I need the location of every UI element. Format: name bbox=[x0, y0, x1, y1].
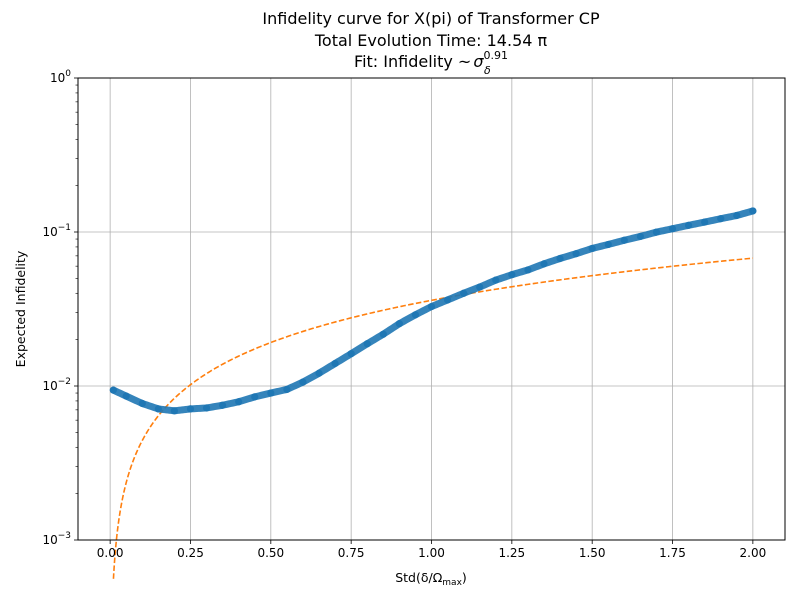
data-point bbox=[122, 392, 130, 400]
data-point bbox=[411, 311, 420, 319]
data-point bbox=[636, 232, 644, 241]
x-axis-label-close: ) bbox=[462, 570, 467, 585]
data-point bbox=[427, 302, 436, 311]
x-tick-label: 0.50 bbox=[257, 546, 284, 560]
x-tick-label: 1.25 bbox=[498, 546, 525, 560]
x-axis-label: Std(δ/Ωmax) bbox=[395, 570, 467, 588]
x-tick-label: 1.50 bbox=[579, 546, 606, 560]
y-tick-label: 10−1 bbox=[42, 223, 71, 239]
data-point bbox=[524, 266, 532, 274]
x-tick-label: 0.25 bbox=[177, 546, 204, 560]
data-point bbox=[652, 228, 661, 236]
x-tick-label: 2.00 bbox=[740, 546, 767, 560]
data-point bbox=[109, 386, 117, 394]
data-point bbox=[684, 221, 693, 229]
data-point bbox=[572, 250, 580, 258]
data-point bbox=[347, 350, 355, 358]
fit-label-prefix: Fit: Infidelity bbox=[354, 52, 458, 71]
x-tick-label: 1.75 bbox=[659, 546, 686, 560]
fit-label-sim: ~ bbox=[458, 52, 471, 71]
data-point bbox=[154, 405, 162, 413]
data-point bbox=[556, 254, 564, 263]
data-point bbox=[540, 260, 548, 268]
data-point bbox=[620, 236, 628, 244]
x-axis-label-sub: max bbox=[442, 578, 462, 588]
fit-label-subscript: δ bbox=[484, 64, 491, 77]
data-point bbox=[363, 340, 371, 348]
y-tick-label: 10−2 bbox=[42, 377, 71, 393]
data-point bbox=[299, 378, 307, 386]
fit-curve-layer bbox=[112, 257, 753, 579]
data-point bbox=[588, 244, 596, 253]
data-point bbox=[219, 401, 227, 409]
chart-title-line-1: Infidelity curve for X(pi) of Transforme… bbox=[262, 9, 600, 28]
x-tick-label: 1.00 bbox=[418, 546, 445, 560]
x-tick-label: 0.00 bbox=[97, 546, 124, 560]
data-point bbox=[492, 276, 500, 284]
data-point bbox=[717, 215, 725, 223]
fit-curve-line bbox=[112, 257, 753, 579]
data-point bbox=[186, 405, 195, 413]
y-tick-label: 10−3 bbox=[42, 531, 71, 547]
y-tick-label: 100 bbox=[50, 69, 71, 85]
data-point bbox=[395, 320, 403, 328]
chart-title-fit-label: Fit: Infidelity ~ σ0.91 δ bbox=[354, 49, 508, 77]
data-point bbox=[251, 393, 259, 401]
data-point bbox=[701, 218, 709, 226]
data-point bbox=[379, 330, 387, 338]
data-point bbox=[315, 369, 323, 377]
data-point bbox=[138, 399, 146, 408]
data-point bbox=[331, 359, 339, 368]
data-point bbox=[460, 289, 468, 297]
x-axis: 0.00 0.25 0.50 0.75 1.00 1.25 1.50 1.75 2.00 bbox=[97, 540, 766, 560]
fit-label-sigma: σ bbox=[473, 52, 484, 71]
data-point bbox=[733, 211, 741, 220]
data-point bbox=[508, 271, 516, 279]
data-point bbox=[202, 404, 211, 412]
data-point bbox=[476, 283, 484, 291]
fit-label-exponent: 0.91 bbox=[483, 49, 508, 62]
x-axis-label-main: Std(δ/Ω bbox=[395, 570, 443, 585]
data-point bbox=[235, 398, 243, 406]
data-point bbox=[283, 385, 291, 394]
y-axis: 10−3 10−2 10−1 100 bbox=[42, 69, 78, 547]
data-point bbox=[604, 240, 612, 249]
data-point-band bbox=[109, 207, 757, 415]
data-points-layer bbox=[109, 207, 757, 415]
y-axis-label: Expected Infidelity bbox=[13, 250, 28, 367]
data-point bbox=[749, 207, 757, 215]
data-point bbox=[668, 225, 677, 233]
data-point bbox=[443, 296, 452, 304]
chart-title-line-2: Total Evolution Time: 14.54 π bbox=[314, 31, 548, 50]
data-point bbox=[267, 389, 275, 397]
x-tick-label: 0.75 bbox=[338, 546, 365, 560]
data-point bbox=[170, 407, 179, 415]
